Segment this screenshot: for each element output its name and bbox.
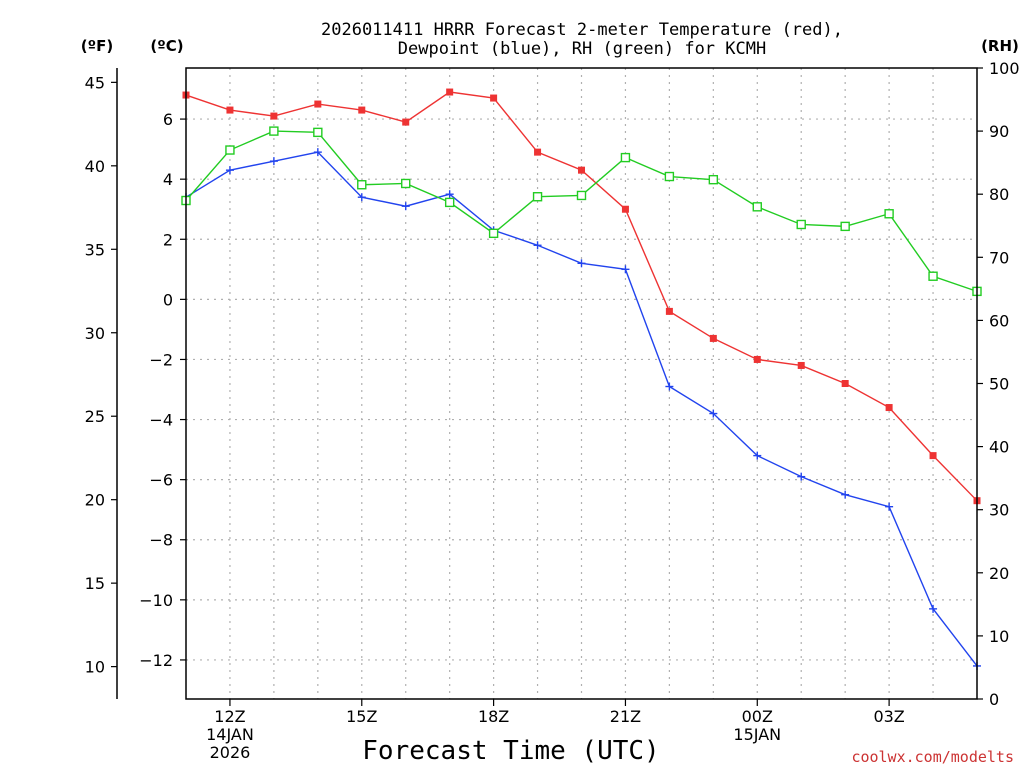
celsius-tick-label: −4 [149,411,173,430]
rh-point [664,171,675,182]
x-axis-title: Forecast Time (UTC) [362,736,659,766]
watermark: coolwx.com/modelts [851,748,1014,766]
chart-title-line-2: Dewpoint (blue), RH (green) for KCMH [398,39,766,59]
rh-point [796,219,806,230]
temperature-point [665,307,673,315]
temperature-point [358,106,366,114]
temperature-point [446,88,454,96]
temperature-point [534,148,542,156]
rh-tick-label: 50 [989,375,1009,394]
fahrenheit-tick-label: 15 [85,574,105,593]
temperature-point [402,118,410,126]
temperature-point [270,112,278,120]
fahrenheit-tick-label: 10 [85,658,105,677]
series-layer [181,88,982,670]
rh-point [444,197,455,208]
rh-point [752,202,762,212]
fahrenheit-tick-label: 25 [85,407,105,426]
celsius-unit-label: (ºC) [150,37,183,55]
rh-point [401,178,411,189]
x-tick-label: 14JAN [206,725,254,744]
x-tick-label: 2026 [210,743,251,762]
dewpoint-point [621,265,630,274]
dewpoint-point [225,166,234,175]
temperature-point [490,94,498,102]
rh-point [488,228,499,239]
axis-ticks: 6420−2−4−6−8−10−124540353025201510100908… [85,59,1020,762]
rh-point [620,152,631,163]
temperature-point [929,452,937,460]
celsius-tick-label: 4 [163,170,173,189]
celsius-tick-label: −6 [149,471,173,490]
x-tick-label: 15JAN [733,725,781,744]
celsius-tick-label: −10 [139,591,173,610]
x-tick-label: 00Z [742,707,773,726]
dewpoint-point [841,490,850,499]
celsius-tick-label: −12 [139,651,173,670]
grid-lines [186,68,977,699]
fahrenheit-tick-label: 30 [85,324,105,343]
fahrenheit-tick-label: 35 [85,240,105,259]
x-tick-label: 12Z [214,707,245,726]
x-tick-label: 21Z [610,707,641,726]
celsius-tick-label: −8 [149,531,173,550]
dewpoint-point [929,604,938,613]
dewpoint-point [665,382,674,391]
rh-point [269,126,279,136]
rh-point [576,190,587,201]
rh-tick-label: 40 [989,438,1009,457]
rh-tick-label: 80 [989,185,1009,204]
dewpoint-point [797,472,806,481]
dewpoint-point [577,259,586,268]
rh-tick-label: 10 [989,627,1009,646]
fahrenheit-tick-label: 45 [85,73,105,92]
rh-point [357,180,367,190]
dewpoint-point [753,451,762,460]
fahrenheit-tick-label: 40 [85,157,105,176]
dewpoint-point [313,148,322,157]
temperature-point [578,166,585,174]
rh-tick-label: 70 [989,248,1009,267]
temperature-point [314,100,322,108]
dewpoint-point [357,193,366,202]
x-tick-label: 03Z [873,707,904,726]
dewpoint-point [533,241,542,250]
temperature-point [841,380,849,387]
celsius-tick-label: 2 [163,230,173,249]
fahrenheit-unit-label: (ºF) [81,37,113,55]
rh-tick-label: 0 [989,690,999,709]
x-tick-label: 15Z [346,707,377,726]
temperature-point [621,205,629,213]
chart-title-line-1: 2026011411 HRRR Forecast 2-meter Tempera… [321,20,843,40]
dewpoint-point [269,157,278,166]
rh-tick-label: 90 [989,122,1009,141]
temperature-point [797,361,805,369]
x-tick-label: 18Z [478,707,509,726]
dewpoint-point [709,409,718,418]
rh-tick-label: 20 [989,564,1009,583]
temperature-point [753,355,761,363]
celsius-tick-label: 0 [163,290,173,309]
rh-point [532,192,543,202]
temperature-point [709,334,717,342]
dewpoint-point [445,190,454,199]
dewpoint-point [885,502,894,511]
rh-unit-label: (RH) [981,37,1019,55]
temperature-point [885,404,893,412]
temperature-point [226,106,234,114]
rh-point [884,209,894,219]
celsius-tick-label: −2 [149,350,173,369]
rh-point [840,221,850,232]
rh-point [225,145,235,155]
rh-tick-label: 100 [989,59,1020,78]
rh-tick-label: 60 [989,311,1009,330]
celsius-tick-label: 6 [163,110,173,129]
rh-point [708,174,719,185]
rh-point [313,127,323,138]
dewpoint-point [401,202,410,211]
rh-point [928,271,938,281]
fahrenheit-tick-label: 20 [85,491,105,510]
rh-tick-label: 30 [989,501,1009,520]
